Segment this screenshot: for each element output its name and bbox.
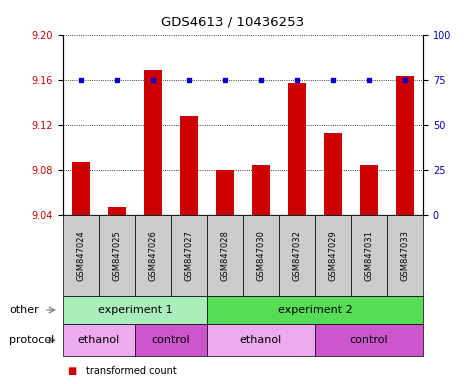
Text: GSM847031: GSM847031 [365, 230, 373, 281]
Text: GDS4613 / 10436253: GDS4613 / 10436253 [161, 15, 304, 28]
Bar [144, 70, 162, 215]
Text: GSM847026: GSM847026 [148, 230, 157, 281]
Text: ethanol: ethanol [78, 335, 120, 345]
Text: GSM847027: GSM847027 [185, 230, 193, 281]
Text: experiment 2: experiment 2 [278, 305, 352, 315]
Text: GSM847029: GSM847029 [329, 230, 338, 281]
Text: GSM847028: GSM847028 [220, 230, 229, 281]
Text: protocol: protocol [9, 335, 54, 345]
Bar [360, 166, 378, 215]
Bar [324, 133, 342, 215]
Bar [288, 83, 306, 215]
Text: transformed count: transformed count [86, 366, 177, 376]
Text: control: control [152, 335, 190, 345]
Bar [108, 207, 126, 215]
Text: ■: ■ [67, 366, 77, 376]
Text: GSM847033: GSM847033 [401, 230, 410, 281]
Text: control: control [350, 335, 388, 345]
Bar [396, 76, 414, 215]
Text: GSM847030: GSM847030 [257, 230, 266, 281]
Text: ethanol: ethanol [240, 335, 282, 345]
Text: GSM847024: GSM847024 [76, 230, 85, 281]
Bar [180, 116, 198, 215]
Text: GSM847025: GSM847025 [113, 230, 121, 281]
Bar [252, 166, 270, 215]
Text: other: other [9, 305, 39, 315]
Text: experiment 1: experiment 1 [98, 305, 172, 315]
Text: GSM847032: GSM847032 [292, 230, 301, 281]
Bar [216, 170, 234, 215]
Bar [72, 162, 90, 215]
